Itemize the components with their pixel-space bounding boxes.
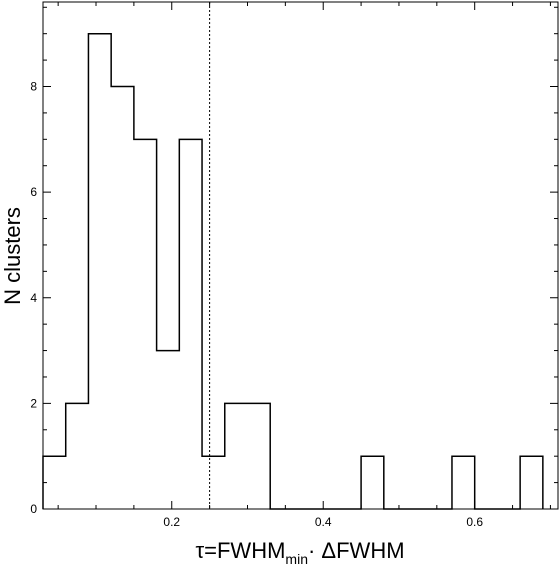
x-axis-title-tail: · ΔFWHM	[308, 538, 405, 563]
x-tick-label: 0.4	[315, 515, 332, 529]
histogram-outline	[42, 32, 544, 510]
y-tick-label: 8	[30, 80, 37, 94]
y-tick-label: 2	[30, 396, 37, 410]
x-axis-title: τ=FWHMmin· ΔFWHM	[195, 538, 404, 567]
y-tick-label: 6	[30, 185, 37, 199]
x-axis-title-subscript: min	[285, 551, 308, 567]
plot-frame	[42, 1, 559, 510]
y-axis-ticks: 0 2 4 6 8	[30, 6, 558, 516]
y-axis-title: N clusters	[0, 207, 25, 305]
y-tick-label: 4	[30, 291, 37, 305]
x-tick-label: 0.2	[163, 515, 180, 529]
y-tick-label: 0	[30, 502, 37, 516]
x-axis-title-main: τ=FWHM	[195, 538, 285, 563]
x-axis-ticks: 0.2 0.4 0.6	[57, 2, 551, 529]
x-tick-label: 0.6	[466, 515, 483, 529]
